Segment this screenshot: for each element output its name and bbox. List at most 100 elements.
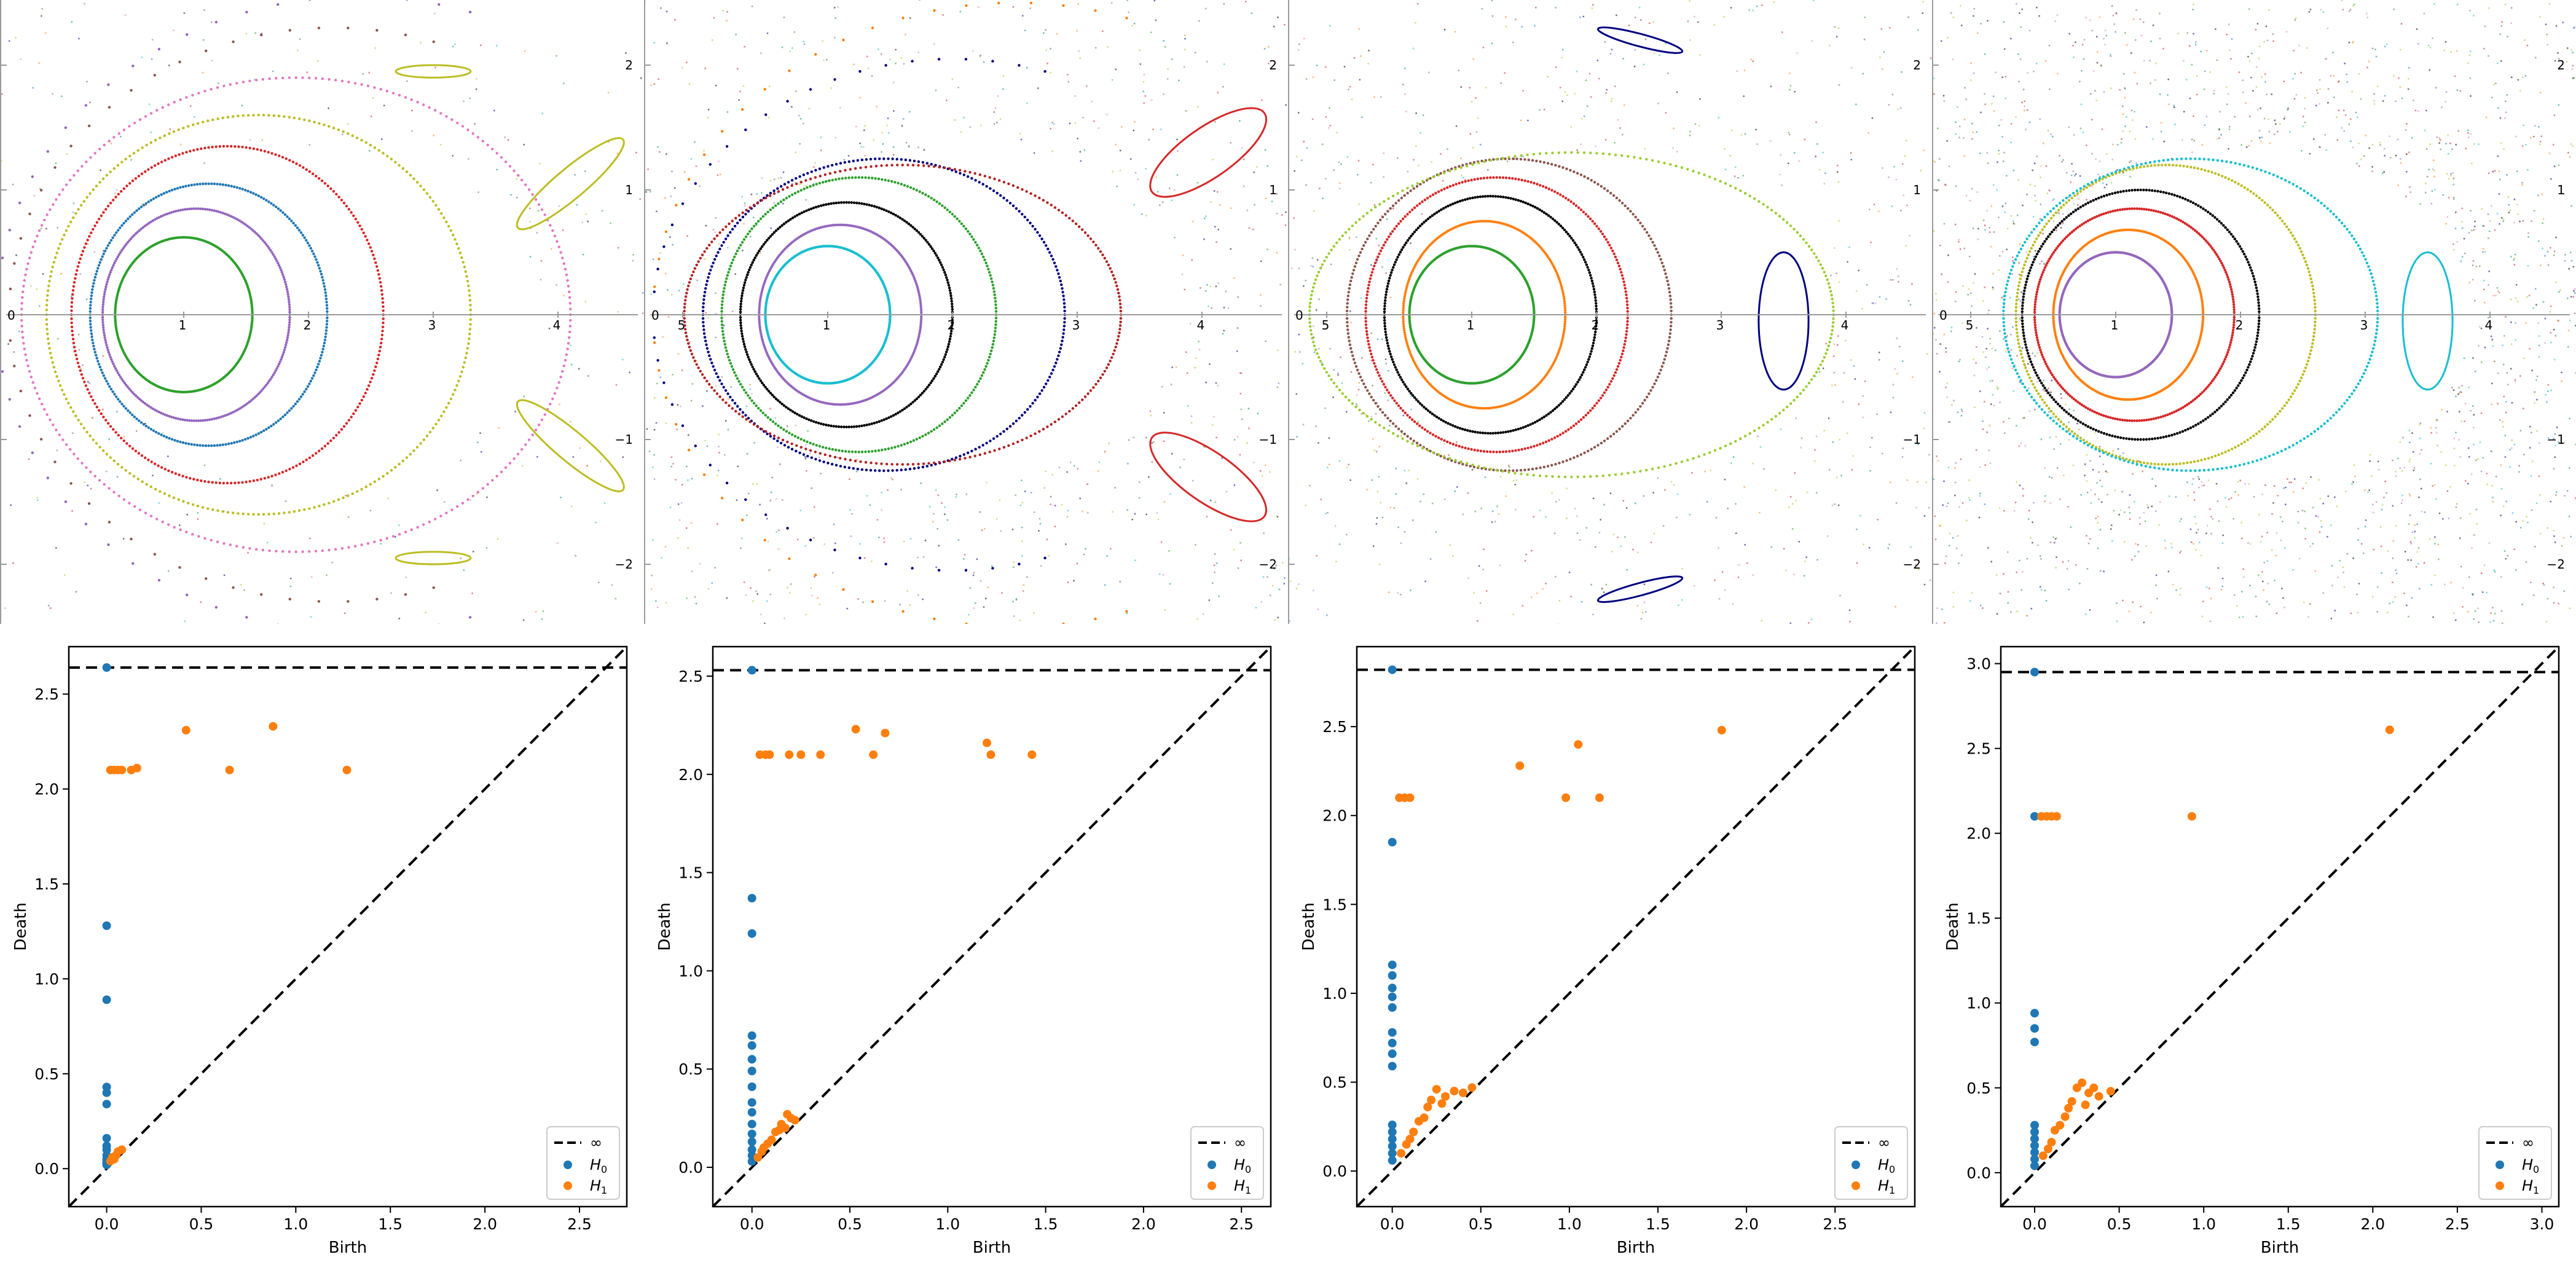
orbit-point <box>731 368 735 371</box>
orbit-point <box>1043 70 1046 73</box>
chaos-point <box>1233 548 1235 551</box>
chaos-point <box>799 510 801 511</box>
orbit-point <box>179 417 182 421</box>
orbit-point <box>924 193 927 196</box>
orbit-point <box>915 229 919 232</box>
orbit-point <box>953 168 957 171</box>
chaos-point <box>830 87 833 89</box>
orbit-point <box>90 298 93 301</box>
orbit-point <box>831 164 834 167</box>
y-tick-label: −1 <box>615 432 633 447</box>
chaos-point <box>1021 15 1024 17</box>
orbit-point <box>537 203 541 206</box>
chaos-point <box>921 707 923 709</box>
chaos-point <box>924 639 925 641</box>
orbit-point <box>912 439 916 442</box>
orbit-point <box>98 148 101 151</box>
chaos-point <box>873 139 875 141</box>
orbit-point <box>102 328 105 332</box>
orbit-point <box>1094 9 1097 12</box>
chaos-point <box>1097 702 1099 704</box>
orbit-point <box>785 221 788 224</box>
chaos-point <box>1284 577 1286 579</box>
orbit-point <box>73 281 76 284</box>
chaos-point <box>1075 658 1077 660</box>
orbit-point <box>19 390 22 393</box>
orbit-point <box>839 425 843 428</box>
orbit-point <box>524 183 527 186</box>
chaos-point <box>1054 526 1056 527</box>
chaos-point <box>406 80 408 82</box>
orbit-point <box>799 438 803 441</box>
orbit-point <box>230 442 233 445</box>
orbit-point <box>445 511 448 514</box>
orbit-point <box>379 538 382 542</box>
orbit-point <box>114 259 117 262</box>
chaos-point <box>390 592 392 594</box>
chaos-point <box>1171 366 1174 368</box>
chaos-point <box>599 460 602 462</box>
orbit-point <box>1038 430 1041 433</box>
chaos-point <box>1246 210 1249 211</box>
orbit-point <box>248 480 251 483</box>
orbit-point <box>722 385 725 389</box>
orbit-point <box>115 369 119 372</box>
orbit-point <box>662 245 666 248</box>
chaos-point <box>804 457 807 460</box>
orbit-point <box>134 394 138 398</box>
orbit-point <box>79 257 82 261</box>
orbit-point <box>728 358 731 362</box>
chaos-point <box>851 513 854 515</box>
chaos-point <box>1348 237 1351 239</box>
chaos-point <box>1896 108 1899 111</box>
orbit-point <box>277 3 280 6</box>
orbit-point <box>1074 404 1078 408</box>
chaos-point <box>1247 636 1249 637</box>
chaos-point <box>1274 619 1276 621</box>
orbit-point <box>92 227 95 231</box>
orbit-point <box>166 212 169 216</box>
orbit-point <box>347 600 350 603</box>
orbit-point <box>565 353 568 357</box>
orbit-point <box>262 513 265 516</box>
orbit-point <box>890 463 893 466</box>
chaos-point <box>997 95 999 97</box>
orbit-point <box>308 170 312 173</box>
orbit-point <box>841 223 844 227</box>
orbit-point <box>404 33 407 36</box>
orbit-point <box>57 379 60 382</box>
chaos-point <box>1003 736 1005 738</box>
chaos-point <box>659 252 661 254</box>
chaos-point <box>1373 449 1376 452</box>
orbit-point <box>730 261 734 264</box>
chaos-point <box>749 388 752 390</box>
chaos-point <box>1021 502 1024 504</box>
orbit-point <box>362 395 365 398</box>
orbit-point <box>177 498 180 501</box>
chaos-point <box>736 68 739 70</box>
orbit-point <box>277 207 280 210</box>
orbit-point <box>718 395 721 398</box>
orbit-point <box>398 533 401 536</box>
chaos-point <box>871 75 873 77</box>
orbit-point <box>935 200 938 203</box>
orbit-point <box>288 116 291 119</box>
chaos-point <box>84 481 86 483</box>
chaos-point <box>1208 305 1209 307</box>
chaos-point <box>973 572 975 574</box>
orbit-point <box>927 432 930 435</box>
chaos-point <box>1168 550 1170 552</box>
orbit-point <box>232 40 235 44</box>
chaos-point <box>647 168 649 170</box>
orbit-point <box>988 270 991 274</box>
orbit-point <box>309 246 312 250</box>
orbit-point <box>65 443 68 446</box>
chaos-point <box>690 522 693 524</box>
orbit-point <box>723 343 726 346</box>
orbit-point <box>105 246 108 250</box>
orbit-point <box>100 258 103 261</box>
orbit-point <box>283 115 286 118</box>
orbit-point <box>230 184 233 187</box>
orbit-point <box>973 454 976 457</box>
chaos-point <box>866 495 868 497</box>
